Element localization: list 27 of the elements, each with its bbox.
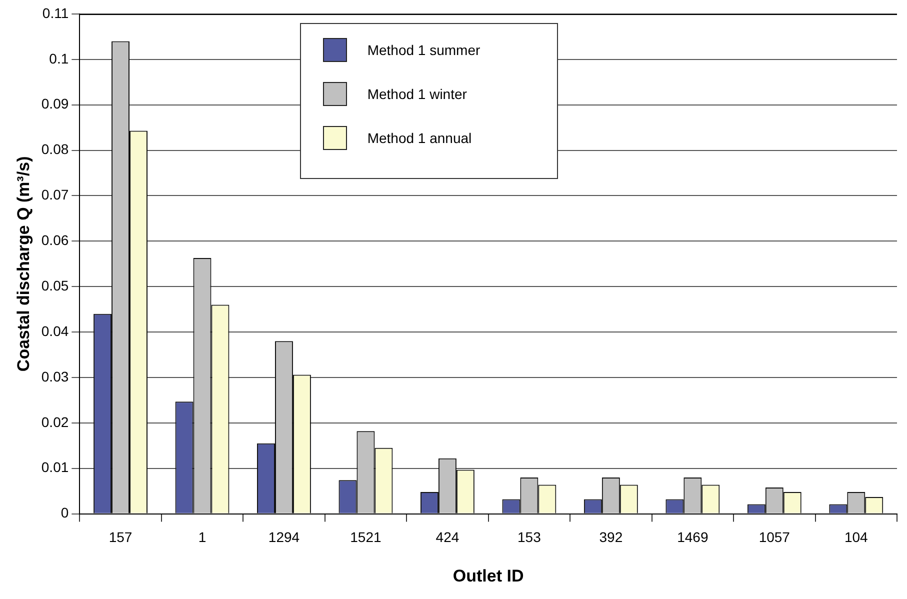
y-tick-label: 0.02 <box>41 414 69 430</box>
y-tick-label: 0.1 <box>49 50 69 66</box>
x-tick-label: 1294 <box>268 529 300 546</box>
x-axis-title: Outlet ID <box>452 566 524 586</box>
x-tick-label: 157 <box>108 529 132 546</box>
y-tick-label: 0.08 <box>41 141 69 158</box>
x-tick-label: 1521 <box>350 529 382 546</box>
x-tick-label: 424 <box>436 529 460 546</box>
x-tick-label: 1057 <box>758 529 790 546</box>
x-tick-label: 153 <box>518 529 542 546</box>
legend-label: Method 1 summer <box>367 42 480 58</box>
legend-label: Method 1 winter <box>367 86 467 102</box>
x-tick-label: 1469 <box>677 529 708 546</box>
y-tick-label: 0.09 <box>41 96 69 112</box>
x-tick-label: 392 <box>599 529 623 546</box>
x-tick-label: 104 <box>844 529 868 546</box>
y-tick-label: 0.01 <box>41 459 69 476</box>
y-tick-label: 0.04 <box>41 322 69 339</box>
y-tick-label: 0.03 <box>41 368 69 384</box>
x-tick-label: 1 <box>198 529 206 546</box>
legend-label: Method 1 annual <box>367 130 472 146</box>
y-tick-label: 0.06 <box>41 232 69 248</box>
y-tick-label: 0.05 <box>41 277 69 294</box>
y-tick-label: 0.11 <box>42 4 69 21</box>
y-tick-label: 0.07 <box>41 186 69 203</box>
y-axis-title: Coastal discharge Q (m³/s) <box>14 156 33 372</box>
y-tick-label: 0 <box>60 504 69 521</box>
